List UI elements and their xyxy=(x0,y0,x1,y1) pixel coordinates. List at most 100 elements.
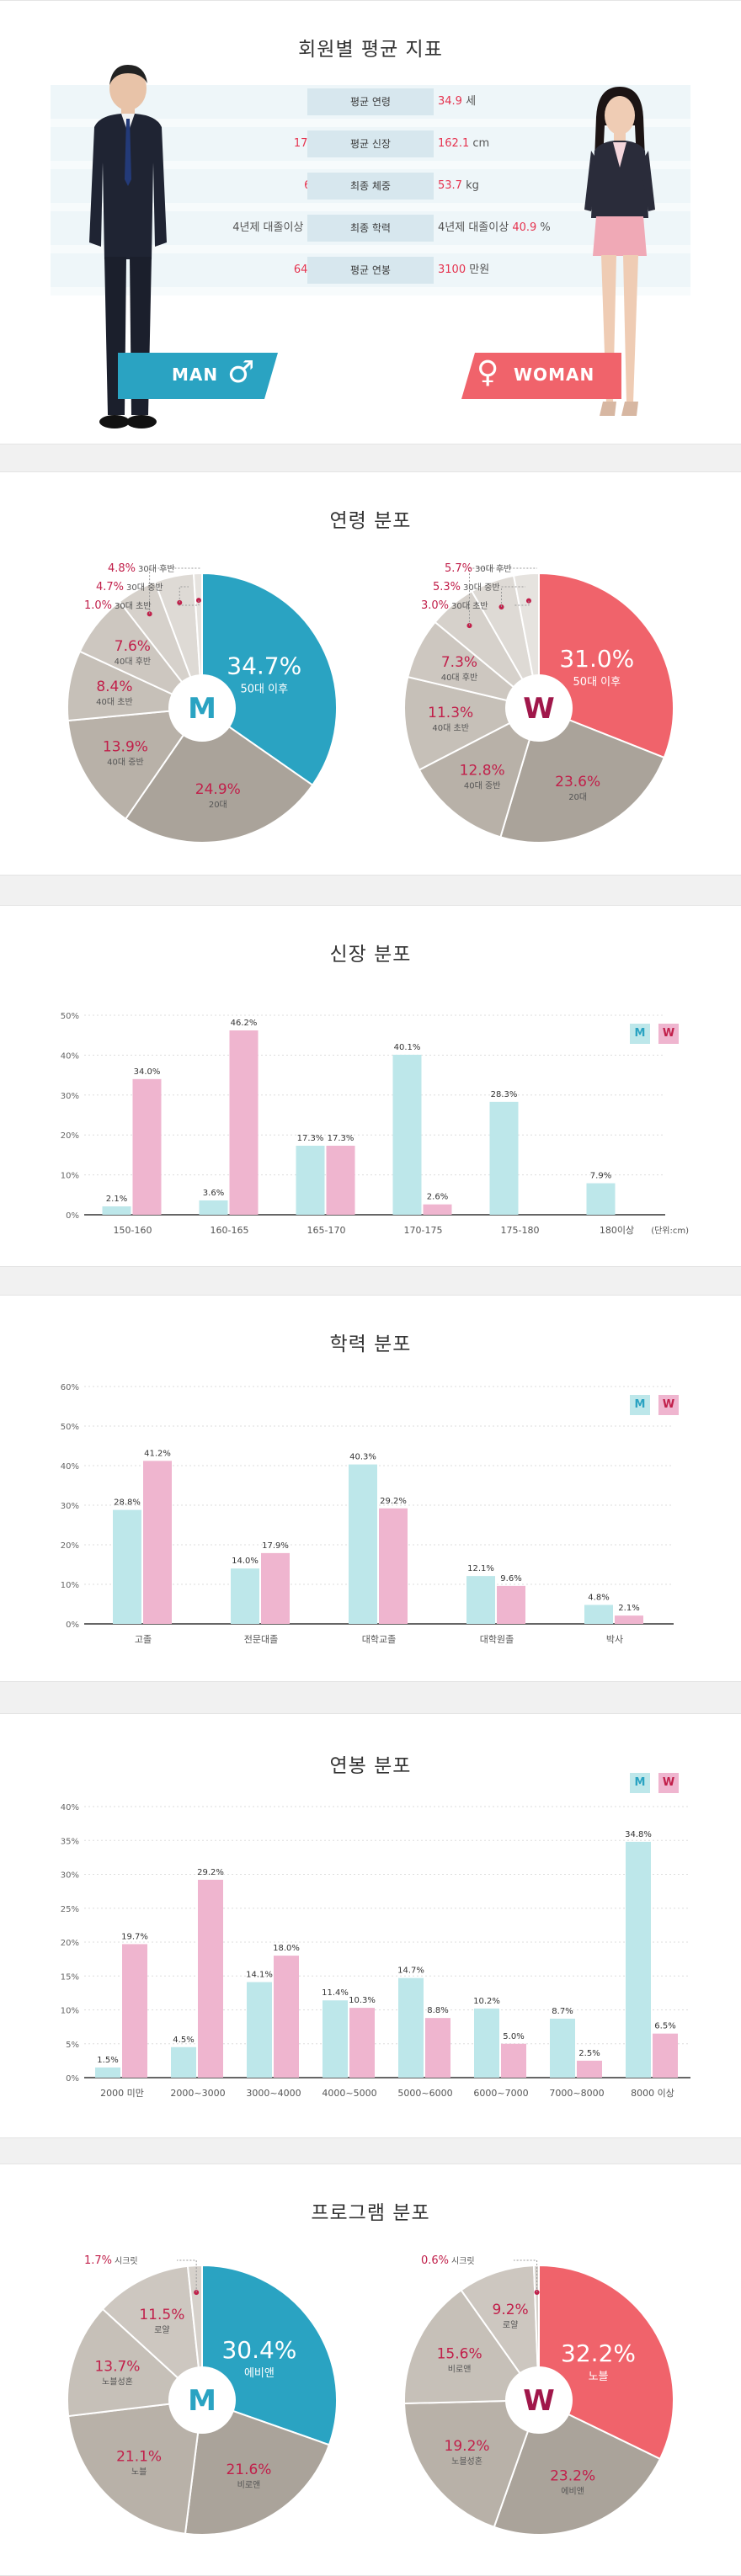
x-tick-label: 고졸 xyxy=(135,1634,152,1645)
bar-women xyxy=(379,1508,408,1624)
leader-line xyxy=(177,600,200,606)
slice-outside-label: 0.6% 시크릿 xyxy=(421,2254,475,2267)
slice-value-label: 31.0% xyxy=(559,645,634,673)
bar-women xyxy=(497,1585,525,1624)
slice-value-label: 30.4% xyxy=(221,2336,296,2364)
y-tick-label: 30% xyxy=(61,1092,79,1101)
slice-marker-dot xyxy=(525,598,531,604)
slice-value-label: 13.7% xyxy=(94,2359,140,2376)
slice-category-label: 에비앤 xyxy=(244,2367,275,2380)
y-tick-label: 0% xyxy=(66,1211,79,1221)
bar-men xyxy=(626,1841,651,2078)
legend-m: M xyxy=(630,1395,650,1415)
bar-men xyxy=(247,1982,272,2078)
x-tick-label: 6000~7000 xyxy=(473,2088,528,2099)
bar-women xyxy=(501,2043,526,2078)
pie-center-letter: W xyxy=(523,692,555,726)
y-tick-label: 0% xyxy=(66,1621,79,1630)
slice-marker-dot xyxy=(147,611,152,617)
stat-row: 6400 만원평균 연봉 3100 만원 xyxy=(51,253,690,287)
x-tick-label: 175-180 xyxy=(501,1225,540,1236)
bar-women xyxy=(132,1078,162,1215)
slice-value-label: 23.2% xyxy=(550,2468,595,2485)
stat-label: 평균 연령 xyxy=(307,88,434,115)
age-pie-men: 34.7% 50대 이후 24.9% 20대 13.9% 40대 중반 8.4% 40대 초반… xyxy=(67,562,338,844)
age-pie-women: 31.0% 50대 이후 23.6% 20대 12.8%40대 중반 11.3% 40대 초… xyxy=(403,562,674,844)
pie-center xyxy=(505,2366,573,2434)
age-title: 연령 분포 xyxy=(329,510,412,532)
education-section: 학력 분포 M W 0% 10% 20% 30% 40% 50% 60% 28.8% 41.2%… xyxy=(0,1295,741,1682)
x-tick-label: 2000 미만 xyxy=(100,2088,144,2099)
education-bar-chart: 0% 10% 20% 30% 40% 50% 60% 28.8% 41.2% 고졸 14.0%17.… xyxy=(61,1383,674,1645)
male-symbol-icon: ♂ xyxy=(227,355,255,390)
bar-value-label: 11.4% xyxy=(322,1988,349,1998)
bar-value-label: 19.7% xyxy=(121,1932,148,1941)
bar-men xyxy=(95,2067,120,2078)
bar-value-label: 28.8% xyxy=(114,1498,141,1508)
pie-center xyxy=(505,674,573,742)
stat-label: 최종 학력 xyxy=(307,215,434,242)
slice-value-label: 11.5% xyxy=(139,2307,184,2323)
x-tick-label: 대학교졸 xyxy=(362,1634,396,1645)
pie-center-letter: W xyxy=(523,2384,555,2418)
slice-category-label: 로얄 xyxy=(503,2320,518,2330)
x-tick-label: 4000~5000 xyxy=(322,2088,376,2099)
y-tick-label: 10% xyxy=(61,1172,79,1181)
bar-women xyxy=(349,2008,375,2078)
slice-marker-dot xyxy=(177,599,183,605)
bar-value-label: 40.3% xyxy=(349,1453,376,1462)
slice-category-label: 노블 xyxy=(589,2371,609,2383)
slice-value-label: 15.6% xyxy=(437,2346,482,2363)
bar-men xyxy=(550,2018,575,2078)
profile-title: 회원별 평균 지표 xyxy=(298,39,443,61)
bar-value-label: 34.0% xyxy=(134,1067,161,1077)
pie-slice xyxy=(67,706,205,821)
bar-value-label: 10.3% xyxy=(349,1996,376,2005)
slice-value-label: 21.1% xyxy=(116,2448,162,2465)
legend-w: W xyxy=(658,1773,679,1793)
slice-category-label: 40대 후반 xyxy=(441,673,478,683)
slice-category-label: 40대 초반 xyxy=(96,697,133,707)
bar-men xyxy=(586,1183,616,1215)
bar-value-label: 14.1% xyxy=(246,1970,273,1979)
bar-value-label: 6.5% xyxy=(654,2022,675,2031)
bar-value-label: 7.9% xyxy=(590,1172,611,1181)
age-section: 연령 분포 34.7% 50대 이후 24.9% 20대 13.9% 40대 중반 8.4%… xyxy=(0,471,741,876)
pie-slice xyxy=(67,2307,205,2418)
bar-women xyxy=(229,1030,259,1215)
x-tick-label: 165-170 xyxy=(307,1225,346,1236)
bar-value-label: 5.0% xyxy=(503,2032,524,2041)
slice-category-label: 로얄 xyxy=(154,2325,169,2335)
slice-value-label: 7.6% xyxy=(115,638,151,655)
y-tick-label: 35% xyxy=(61,1837,79,1846)
leader-line xyxy=(514,600,530,606)
y-tick-label: 10% xyxy=(61,2007,79,2016)
pie-slice xyxy=(532,2264,540,2401)
pie-slice xyxy=(493,2398,662,2536)
slice-category-label: 20대 xyxy=(568,792,587,802)
bar-women xyxy=(122,1944,147,2078)
bar-value-label: 40.1% xyxy=(394,1043,421,1052)
pie-slice xyxy=(124,706,314,844)
leader-line xyxy=(514,2259,538,2293)
x-tick-label: 전문대졸 xyxy=(244,1634,278,1645)
women-value: 4년제 대졸이상 40.9 % xyxy=(438,221,551,234)
bar-men xyxy=(584,1605,613,1624)
y-tick-label: 20% xyxy=(61,1131,79,1141)
bar-value-label: 18.0% xyxy=(273,1944,300,1953)
slice-value-label: 24.9% xyxy=(195,781,241,798)
pie-slice xyxy=(499,706,666,844)
man-badge: MAN ♂ xyxy=(118,353,278,399)
slice-marker-dot xyxy=(498,604,504,609)
bar-value-label: 4.8% xyxy=(588,1593,609,1602)
bar-men xyxy=(398,1977,424,2078)
legend-w: W xyxy=(658,1024,679,1044)
slice-category-label: 20대 xyxy=(209,800,227,810)
bar-value-label: 14.0% xyxy=(232,1557,259,1566)
bar-women xyxy=(261,1552,290,1624)
bar-men xyxy=(392,1054,422,1215)
slice-category-label: 50대 이후 xyxy=(573,676,621,689)
y-tick-label: 5% xyxy=(66,2041,79,2050)
slice-value-label: 11.3% xyxy=(428,705,473,721)
man-badge-label: MAN xyxy=(172,365,219,385)
